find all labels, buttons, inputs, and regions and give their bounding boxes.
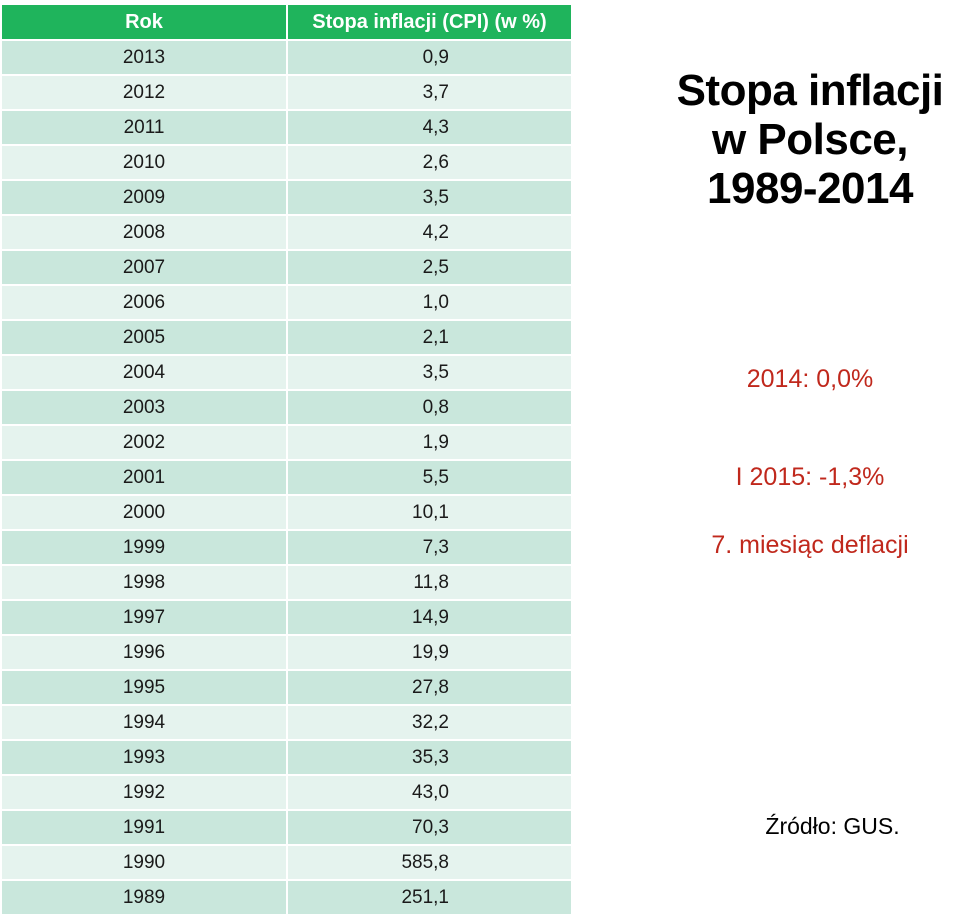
year-cell: 2006: [2, 286, 286, 319]
year-cell: 2001: [2, 461, 286, 494]
cpi-cell: 2,1: [288, 321, 571, 354]
cpi-cell: 11,8: [288, 566, 571, 599]
cpi-cell: 2,5: [288, 251, 571, 284]
year-cell: 1997: [2, 601, 286, 634]
year-cell: 1996: [2, 636, 286, 669]
year-cell: 1999: [2, 531, 286, 564]
page-title: Stopa inflacji w Polsce, 1989-2014: [660, 66, 960, 213]
table-row: 1993 35,3: [2, 741, 571, 774]
cpi-cell: 7,3: [288, 531, 571, 564]
table-row: 2002 1,9: [2, 426, 571, 459]
title-line-3: 1989-2014: [707, 164, 913, 213]
year-cell: 1989: [2, 881, 286, 914]
table-row: 2008 4,2: [2, 216, 571, 249]
table-row: 1999 7,3: [2, 531, 571, 564]
table-row: 2000 10,1: [2, 496, 571, 529]
year-cell: 2007: [2, 251, 286, 284]
year-cell: 1990: [2, 846, 286, 879]
cpi-cell: 3,5: [288, 356, 571, 389]
header-year: Rok: [2, 5, 286, 39]
year-cell: 2000: [2, 496, 286, 529]
table-row: 2003 0,8: [2, 391, 571, 424]
year-cell: 2008: [2, 216, 286, 249]
title-line-1: Stopa inflacji: [676, 66, 944, 115]
table-row: 1996 19,9: [2, 636, 571, 669]
year-cell: 2005: [2, 321, 286, 354]
year-cell: 2010: [2, 146, 286, 179]
cpi-cell: 35,3: [288, 741, 571, 774]
year-cell: 2013: [2, 41, 286, 74]
year-cell: 2003: [2, 391, 286, 424]
table-row: 2001 5,5: [2, 461, 571, 494]
table-row: 1990 585,8: [2, 846, 571, 879]
cpi-cell: 70,3: [288, 811, 571, 844]
cpi-cell: 585,8: [288, 846, 571, 879]
cpi-cell: 14,9: [288, 601, 571, 634]
year-cell: 2002: [2, 426, 286, 459]
cpi-cell: 19,9: [288, 636, 571, 669]
table-row: 2005 2,1: [2, 321, 571, 354]
year-cell: 2012: [2, 76, 286, 109]
cpi-cell: 0,9: [288, 41, 571, 74]
table-row: 2009 3,5: [2, 181, 571, 214]
cpi-cell: 2,6: [288, 146, 571, 179]
cpi-cell: 27,8: [288, 671, 571, 704]
cpi-cell: 3,7: [288, 76, 571, 109]
year-cell: 1993: [2, 741, 286, 774]
cpi-cell: 5,5: [288, 461, 571, 494]
table-row: 1995 27,8: [2, 671, 571, 704]
table-row: 1989 251,1: [2, 881, 571, 914]
table-row: 2010 2,6: [2, 146, 571, 179]
inflation-table: Rok Stopa inflacji (CPI) (w %) 2013 0,9 20…: [0, 3, 573, 916]
source-note: Źródło: GUS.: [765, 813, 900, 839]
header-cpi: Stopa inflacji (CPI) (w %): [288, 5, 571, 39]
table-row: 2013 0,9: [2, 41, 571, 74]
table-row: 2007 2,5: [2, 251, 571, 284]
table-header-row: Rok Stopa inflacji (CPI) (w %): [2, 5, 571, 39]
year-cell: 1991: [2, 811, 286, 844]
cpi-cell: 1,0: [288, 286, 571, 319]
cpi-cell: 10,1: [288, 496, 571, 529]
year-cell: 1998: [2, 566, 286, 599]
note-2014: 2014: 0,0%: [746, 365, 874, 393]
table-row: 1994 32,2: [2, 706, 571, 739]
cpi-cell: 0,8: [288, 391, 571, 424]
note-deflation: 7. miesiąc deflacji: [711, 531, 909, 559]
table-row: 1998 11,8: [2, 566, 571, 599]
table-body: 2013 0,9 2012 3,7 2011 4,3 2010 2,6 2009 3,5 2008 4…: [2, 41, 571, 914]
cpi-cell: 4,3: [288, 111, 571, 144]
year-cell: 2004: [2, 356, 286, 389]
table-row: 1997 14,9: [2, 601, 571, 634]
table-row: 1991 70,3: [2, 811, 571, 844]
cpi-cell: 43,0: [288, 776, 571, 809]
year-cell: 2009: [2, 181, 286, 214]
table-row: 1992 43,0: [2, 776, 571, 809]
cpi-cell: 3,5: [288, 181, 571, 214]
table-row: 2006 1,0: [2, 286, 571, 319]
table-row: 2011 4,3: [2, 111, 571, 144]
year-cell: 1994: [2, 706, 286, 739]
year-cell: 2011: [2, 111, 286, 144]
cpi-cell: 4,2: [288, 216, 571, 249]
note-jan-2015: I 2015: -1,3%: [735, 463, 885, 491]
year-cell: 1995: [2, 671, 286, 704]
table-row: 2012 3,7: [2, 76, 571, 109]
table-row: 2004 3,5: [2, 356, 571, 389]
year-cell: 1992: [2, 776, 286, 809]
cpi-cell: 251,1: [288, 881, 571, 914]
cpi-cell: 32,2: [288, 706, 571, 739]
title-line-2: w Polsce,: [711, 115, 909, 164]
cpi-cell: 1,9: [288, 426, 571, 459]
